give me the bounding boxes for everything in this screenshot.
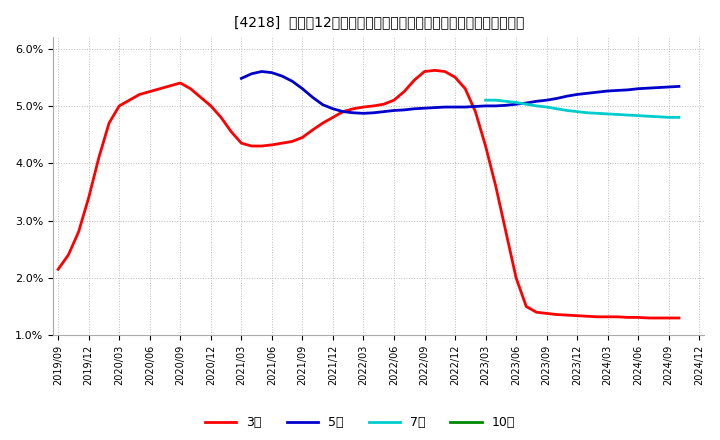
- 3年: [359, 104, 368, 110]
- 5年: [675, 84, 683, 89]
- 3年: [176, 81, 184, 86]
- 3年: [217, 115, 225, 120]
- 3年: [644, 315, 653, 321]
- 3年: [104, 121, 113, 126]
- 7年: [675, 115, 683, 120]
- Line: 5年: 5年: [241, 72, 679, 114]
- Legend: 3年, 5年, 7年, 10年: 3年, 5年, 7年, 10年: [205, 416, 515, 429]
- 7年: [665, 115, 673, 120]
- 3年: [603, 314, 612, 319]
- Line: 7年: 7年: [485, 100, 679, 117]
- 5年: [665, 84, 673, 90]
- Title: [4218]  売上高12か月移動合計の対前年同期増減率の標準偏差の推移: [4218] 売上高12か月移動合計の対前年同期増減率の標準偏差の推移: [233, 15, 524, 29]
- 3年: [441, 69, 449, 74]
- Line: 3年: 3年: [58, 70, 679, 318]
- 3年: [675, 315, 683, 321]
- 7年: [593, 111, 602, 116]
- 3年: [431, 68, 439, 73]
- 3年: [54, 267, 63, 272]
- 5年: [431, 105, 439, 110]
- 5年: [593, 89, 602, 95]
